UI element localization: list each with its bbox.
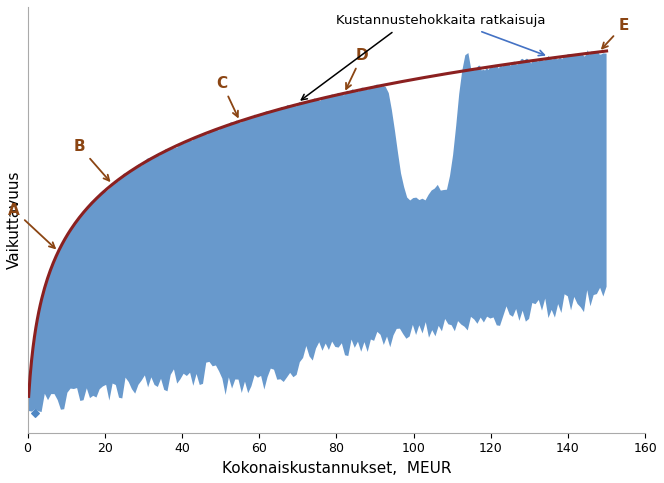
Point [30,409,41,416]
X-axis label: Kokonaiskustannukset,  MEUR: Kokonaiskustannukset, MEUR [222,461,451,476]
Y-axis label: Vaikuttavuus: Vaikuttavuus [7,170,22,269]
Text: B: B [74,139,110,181]
Text: C: C [216,76,238,117]
Text: D: D [346,48,369,89]
Text: E: E [602,18,629,48]
Text: A: A [8,203,55,248]
Text: Kustannustehokkaita ratkaisuja: Kustannustehokkaita ratkaisuja [336,14,545,27]
Polygon shape [29,50,607,412]
